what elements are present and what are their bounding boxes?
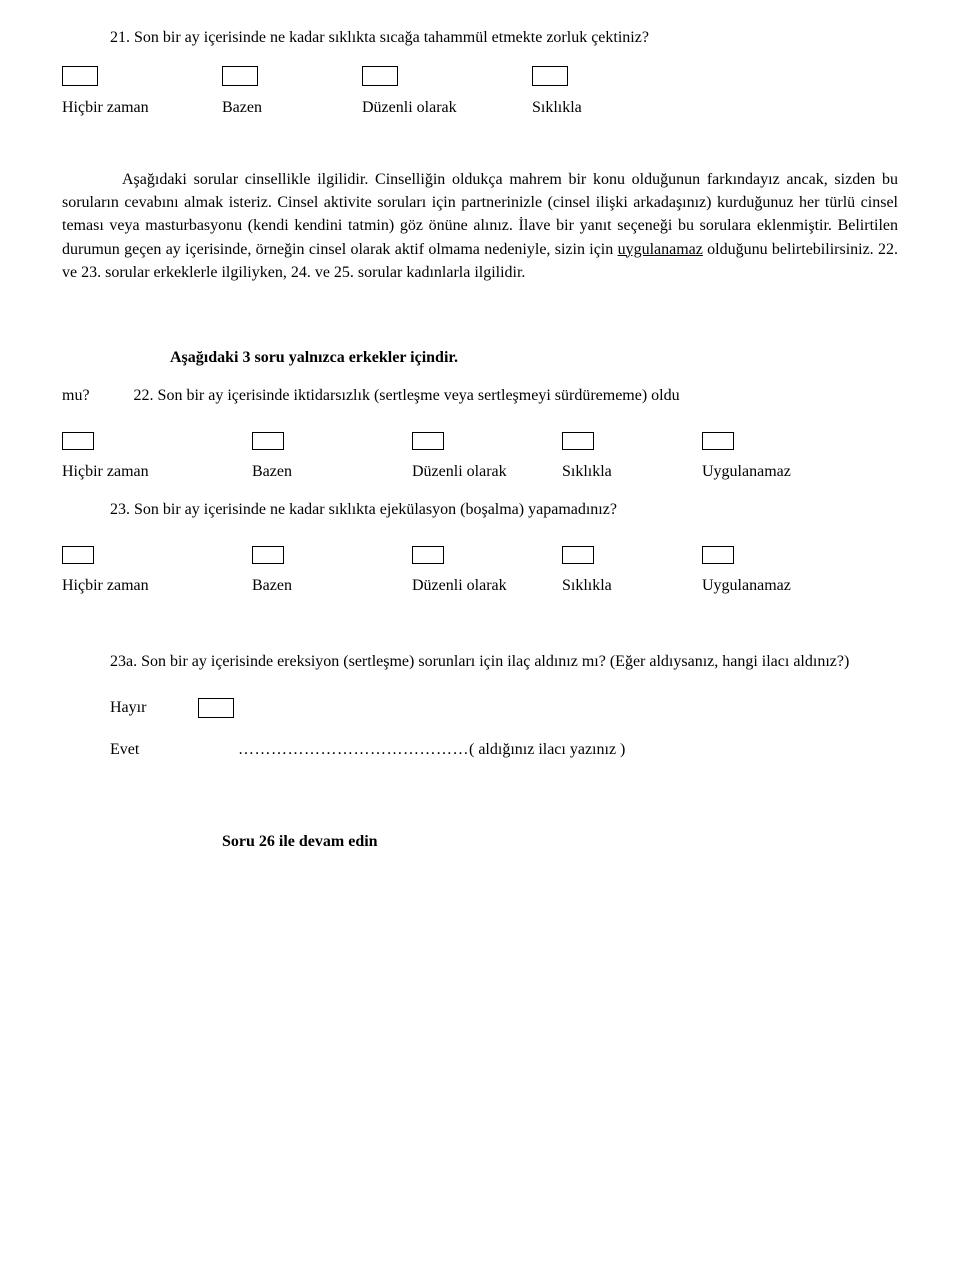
q23-label-4: Uygulanamaz	[702, 576, 791, 596]
q21-c3: Sıklıkla	[532, 66, 662, 118]
q22-box-3[interactable]	[562, 432, 594, 450]
q21-box-1[interactable]	[222, 66, 258, 86]
q22-label-0: Hiçbir zaman	[62, 462, 149, 482]
q22-body: 22. Son bir ay içerisinde iktidarsızlık …	[134, 387, 680, 404]
q21-choices: Hiçbir zaman Bazen Düzenli olarak Sıklık…	[62, 66, 898, 118]
q23-c3: Sıklıkla	[562, 546, 702, 596]
q22-box-0[interactable]	[62, 432, 94, 450]
q23a-yes-row: Evet …………………………………… ( aldığınız ilacı ya…	[62, 740, 898, 760]
q21-box-2[interactable]	[362, 66, 398, 86]
q23a-yes-label: Evet	[110, 740, 198, 760]
section-heading: Aşağıdaki 3 soru yalnızca erkekler içind…	[62, 348, 898, 368]
q23-label-2: Düzenli olarak	[412, 576, 507, 596]
q21-label-0: Hiçbir zaman	[62, 98, 149, 118]
q23-box-3[interactable]	[562, 546, 594, 564]
q22-box-4[interactable]	[702, 432, 734, 450]
q23-box-0[interactable]	[62, 546, 94, 564]
q23a-block: 23a. Son bir ay içerisinde ereksiyon (se…	[62, 652, 898, 760]
q23a-hint: ( aldığınız ilacı yazınız )	[469, 740, 625, 760]
q23-label-1: Bazen	[252, 576, 292, 596]
q23-text: 23. Son bir ay içerisinde ne kadar sıklı…	[62, 500, 898, 520]
q21-label-1: Bazen	[222, 98, 262, 118]
q23-block: 23. Son bir ay içerisinde ne kadar sıklı…	[62, 500, 898, 596]
q23-box-2[interactable]	[412, 546, 444, 564]
q21-c0: Hiçbir zaman	[62, 66, 222, 118]
q22-text: mu? 22. Son bir ay içerisinde iktidarsız…	[62, 386, 898, 406]
q22-choices: Hiçbir zaman Bazen Düzenli olarak Sıklık…	[62, 432, 898, 482]
q21-text: 21. Son bir ay içerisinde ne kadar sıklı…	[62, 28, 898, 48]
q21-label-2: Düzenli olarak	[362, 98, 457, 118]
q23-c4: Uygulanamaz	[702, 546, 862, 596]
continue-text: Soru 26 ile devam edin	[62, 832, 898, 852]
instructions: Aşağıdaki sorular cinsellikle ilgilidir.…	[62, 168, 898, 284]
q22-label-3: Sıklıkla	[562, 462, 612, 482]
q23-choices: Hiçbir zaman Bazen Düzenli olarak Sıklık…	[62, 546, 898, 596]
q22-box-2[interactable]	[412, 432, 444, 450]
q22-c3: Sıklıkla	[562, 432, 702, 482]
q21-label-3: Sıklıkla	[532, 98, 582, 118]
instr-underline: uygulanamaz	[618, 241, 703, 258]
q21-c1: Bazen	[222, 66, 362, 118]
q23a-text: 23a. Son bir ay içerisinde ereksiyon (se…	[62, 652, 898, 672]
q23a-no-label: Hayır	[110, 698, 198, 718]
q22-label-2: Düzenli olarak	[412, 462, 507, 482]
q21-box-3[interactable]	[532, 66, 568, 86]
q22-c2: Düzenli olarak	[412, 432, 562, 482]
q23a-no-row: Hayır	[62, 698, 898, 718]
q21-c2: Düzenli olarak	[362, 66, 532, 118]
q22-label-1: Bazen	[252, 462, 292, 482]
q23-c0: Hiçbir zaman	[62, 546, 252, 596]
q23-box-4[interactable]	[702, 546, 734, 564]
q23-c1: Bazen	[252, 546, 412, 596]
q23a-no-box[interactable]	[198, 698, 234, 718]
page: 21. Son bir ay içerisinde ne kadar sıklı…	[0, 0, 960, 1267]
q22-trail: mu?	[62, 386, 90, 406]
q22-box-1[interactable]	[252, 432, 284, 450]
q23-label-3: Sıklıkla	[562, 576, 612, 596]
q23-c2: Düzenli olarak	[412, 546, 562, 596]
q22-main: 22. Son bir ay içerisinde iktidarsızlık …	[90, 386, 898, 406]
instr-lead: Aşağıdaki sorular cinsellikle ilgilidir.	[122, 171, 368, 188]
q22-label-4: Uygulanamaz	[702, 462, 791, 482]
q22-c4: Uygulanamaz	[702, 432, 862, 482]
q23-box-1[interactable]	[252, 546, 284, 564]
q23a-dots[interactable]: ……………………………………	[238, 740, 469, 760]
q21-box-0[interactable]	[62, 66, 98, 86]
q23-label-0: Hiçbir zaman	[62, 576, 149, 596]
q22-c0: Hiçbir zaman	[62, 432, 252, 482]
q23a-body: 23a. Son bir ay içerisinde ereksiyon (se…	[110, 653, 849, 670]
q22-c1: Bazen	[252, 432, 412, 482]
